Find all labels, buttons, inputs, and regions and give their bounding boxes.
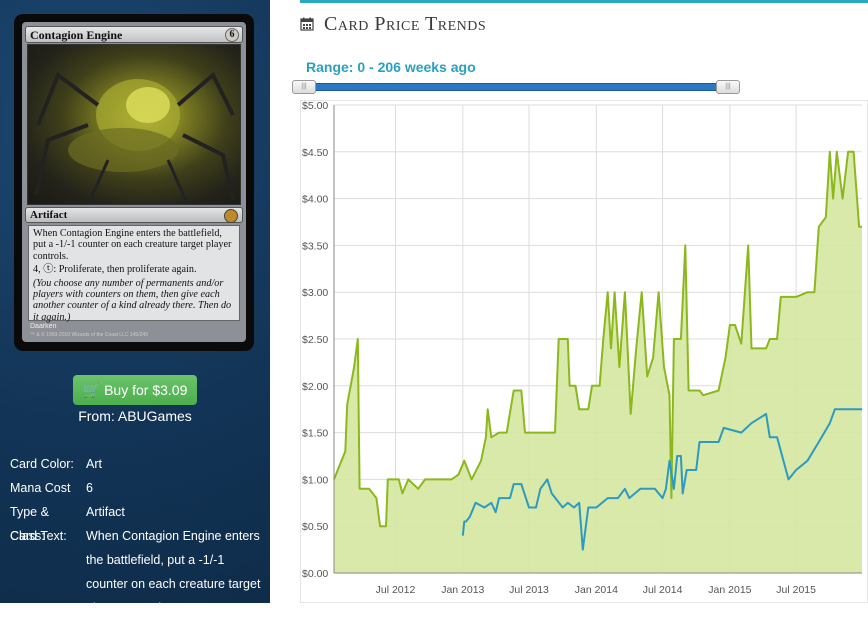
card-rules-text-2: 4, ⓣ: Proliferate, then proliferate agai… <box>33 264 235 275</box>
section-header: Card Price Trends <box>300 12 486 36</box>
y-tick-label: $2.50 <box>302 334 328 346</box>
detail-row-type: Type & Class: Artifact <box>10 500 265 543</box>
detail-value: When Contagion Engine enters the battlef… <box>86 529 261 615</box>
card-type-bar: Artifact <box>25 207 243 223</box>
set-symbol-icon <box>224 209 238 223</box>
card-rules-box: When Contagion Engine enters the battlef… <box>28 225 240 323</box>
slider-handle-min[interactable]: ||| <box>292 80 316 94</box>
detail-value: Artifact <box>86 505 125 519</box>
card-reminder-text: (You choose any number of permanents and… <box>33 277 232 323</box>
y-tick-label: $1.00 <box>302 474 328 486</box>
detail-key: Type & Class: <box>10 505 49 543</box>
x-tick-label: Jan 2015 <box>708 584 751 596</box>
buy-button-label: Buy for $3.09 <box>104 381 188 398</box>
detail-row-color: Card Color: Art <box>10 452 265 476</box>
x-tick-label: Jul 2012 <box>376 584 416 596</box>
detail-key: Mana Cost <box>10 481 71 495</box>
card-rules-text-1: When Contagion Engine enters the battlef… <box>33 228 232 262</box>
creature-art-icon <box>34 71 235 204</box>
y-tick-label: $0.50 <box>302 521 328 533</box>
detail-key: Card Text: <box>10 529 67 543</box>
range-slider[interactable]: ||| ||| <box>292 80 740 94</box>
ability-cost: 4, ⓣ: <box>33 264 57 276</box>
accent-line <box>300 0 868 3</box>
x-tick-label: Jan 2013 <box>441 584 484 596</box>
detail-key: Card Color: <box>10 457 74 471</box>
slider-track[interactable] <box>300 83 740 91</box>
range-label: Range: 0 - 206 weeks ago <box>306 59 476 75</box>
section-title: Card Price Trends <box>324 12 487 35</box>
x-tick-label: Jul 2014 <box>643 584 683 596</box>
card-sidebar: Contagion Engine 6 Artifact <box>0 0 270 615</box>
detail-row-mana: Mana Cost 6 <box>10 476 265 500</box>
seller-from: From: ABUGames <box>78 408 192 424</box>
card-mana-cost: 6 <box>225 28 239 42</box>
cart-icon: 🛒 <box>82 381 101 398</box>
price-chart-svg: $0.00 $0.50 $1.00 $1.50 $2.00 $2.50 $3.00 $3.50… <box>299 99 868 604</box>
y-tick-label: $3.00 <box>302 287 328 299</box>
y-tick-label: $5.00 <box>302 100 328 112</box>
y-tick-label: $1.50 <box>302 428 328 440</box>
y-tick-label: $4.50 <box>302 147 328 159</box>
detail-value: 6 <box>86 481 93 495</box>
y-tick-label: $4.00 <box>302 194 328 206</box>
buy-button[interactable]: 🛒 Buy for $3.09 <box>73 375 197 405</box>
slider-handle-max[interactable]: ||| <box>716 80 740 94</box>
x-tick-label: Jan 2014 <box>575 584 618 596</box>
x-tick-label: Jul 2015 <box>776 584 816 596</box>
y-tick-label: $2.00 <box>302 381 328 393</box>
x-tick-label: Jul 2013 <box>509 584 549 596</box>
card-artist: Daarken <box>30 323 57 330</box>
series-line-0 <box>333 150 862 528</box>
card-art <box>27 44 241 205</box>
price-chart: $0.00 $0.50 $1.00 $1.50 $2.00 $2.50 $3.00 $3.50… <box>299 99 868 604</box>
card-image: Contagion Engine 6 Artifact <box>14 14 254 351</box>
card-copyright: ™ & © 1993-2010 Wizards of the Coast LLC… <box>30 332 148 338</box>
detail-row-text: Card Text: When Contagion Engine enters t… <box>10 524 265 620</box>
series-line-1 <box>461 408 862 551</box>
card-type-line: Artifact <box>30 209 68 221</box>
card-title-bar: Contagion Engine 6 <box>25 26 243 43</box>
calendar-icon <box>300 17 314 31</box>
y-tick-label: $0.00 <box>302 568 328 580</box>
y-tick-label: $3.50 <box>302 240 328 252</box>
card-name: Contagion Engine <box>30 28 123 42</box>
card-frame: Contagion Engine 6 Artifact <box>22 22 246 342</box>
ability-text: Proliferate, then proliferate again. <box>56 264 197 276</box>
card-details: Card Color: Art Mana Cost 6 Type & Class: A… <box>10 452 265 620</box>
detail-value: Art <box>86 457 102 471</box>
